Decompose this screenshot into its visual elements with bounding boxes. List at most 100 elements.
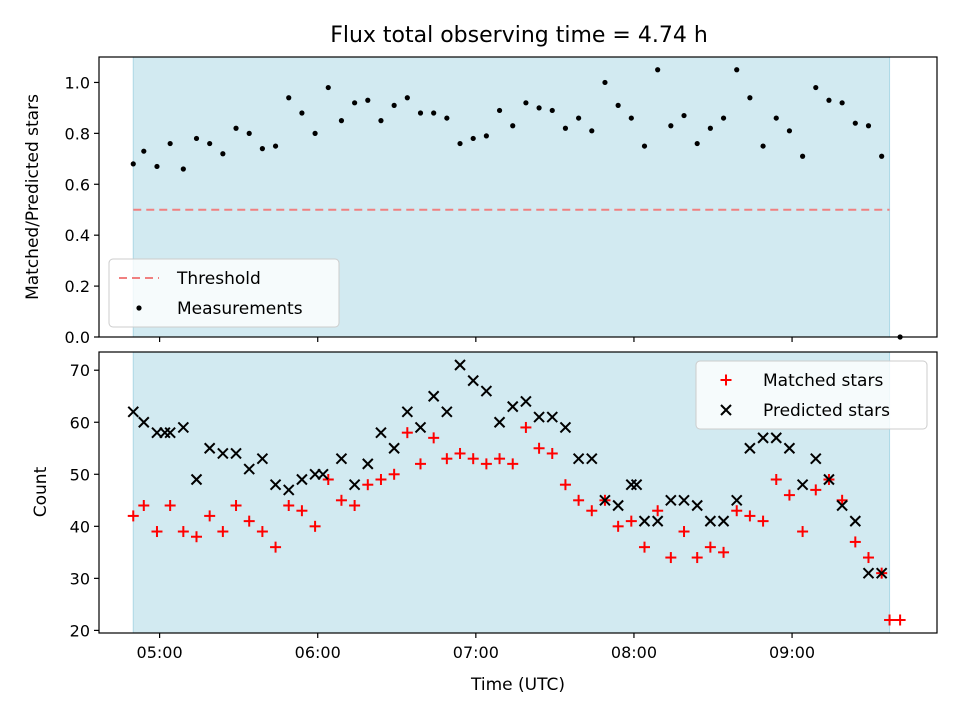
matched-stars-point <box>191 531 203 543</box>
predicted-stars-point <box>823 473 835 486</box>
y-tick-label: 0.8 <box>65 124 90 143</box>
legend-measurements-label: Measurements <box>177 299 303 319</box>
matched-stars-point <box>322 473 334 485</box>
measurement-point <box>734 67 740 73</box>
predicted-stars-point <box>630 478 643 491</box>
matched-stars-point <box>678 526 690 538</box>
y-tick-label: 0.4 <box>65 226 90 245</box>
legend-measurements-swatch <box>136 305 142 311</box>
predicted-stars-point <box>770 432 782 444</box>
predicted-stars-point <box>269 478 282 491</box>
measurement-point <box>483 133 489 139</box>
matched-stars-point <box>573 494 585 506</box>
legend-matched-label: Matched stars <box>763 371 883 391</box>
predicted-stars-point <box>401 406 414 418</box>
predicted-stars-point <box>177 421 190 434</box>
x-tick-label: 05:00 <box>137 643 183 662</box>
measurement-point <box>576 115 582 121</box>
measurement-point <box>233 125 239 131</box>
measurement-point <box>628 115 634 121</box>
matched-stars-point <box>862 552 874 564</box>
measurement-point <box>391 102 397 108</box>
predicted-stars-point <box>862 567 875 579</box>
legend-predicted-label: Predicted stars <box>763 401 890 421</box>
matched-stars-point <box>783 489 795 501</box>
matched-stars-point <box>454 447 466 459</box>
measurement-point <box>286 95 292 101</box>
measurement-point <box>852 120 858 126</box>
predicted-stars-point <box>533 411 545 423</box>
predicted-stars-point <box>599 494 611 507</box>
matched-stars-point <box>283 500 295 512</box>
count-panel: 20 30 40 50 60 70 05:00 06:00 07:00 08:00 09:00 Co… <box>31 351 938 695</box>
predicted-stars-point <box>454 359 466 371</box>
matched-stars-point <box>836 494 848 506</box>
matched-stars-point <box>362 479 374 491</box>
predicted-stars-point <box>849 515 862 527</box>
predicted-stars-point <box>796 478 809 491</box>
measurement-point <box>694 140 700 147</box>
predicted-stars-point <box>427 390 440 402</box>
measurement-point <box>259 146 265 152</box>
matched-stars-point <box>335 494 347 506</box>
y-tick-label: 50 <box>70 465 90 484</box>
measurement-point <box>523 100 529 106</box>
matched-stars-point <box>797 526 809 538</box>
measurement-point <box>246 130 252 136</box>
measurement-point <box>338 118 345 124</box>
measurement-point <box>130 161 136 167</box>
predicted-stars-point <box>744 442 756 454</box>
measurement-point <box>207 140 213 147</box>
measurement-point <box>747 95 753 101</box>
matched-stars-point <box>270 541 282 553</box>
matched-stars-point <box>428 432 440 444</box>
predicted-stars-point <box>348 478 361 491</box>
matched-stars-point <box>164 500 176 512</box>
chart-title: Flux total observing time = 4.74 h <box>330 23 708 48</box>
matched-stars-point <box>884 614 896 626</box>
measurement-point <box>549 107 555 114</box>
x-tick-label: 06:00 <box>295 643 341 662</box>
measurement-point <box>193 135 200 142</box>
measurement-point <box>154 163 160 170</box>
x-tick-label: 08:00 <box>611 643 657 662</box>
matched-stars-point <box>507 458 519 470</box>
measurement-point <box>720 115 727 121</box>
legend-predicted-swatch <box>720 404 732 416</box>
matched-stars-point <box>177 526 189 538</box>
y-tick-label: 60 <box>70 413 90 432</box>
matched-stars-point <box>757 515 769 527</box>
predicted-stars-point <box>467 374 479 387</box>
measurement-point <box>299 110 305 116</box>
predicted-stars-point <box>783 442 796 454</box>
x-tick-label: 07:00 <box>453 643 499 662</box>
predicted-stars-point <box>704 515 717 527</box>
predicted-stars-point <box>665 494 677 507</box>
measurement-point <box>510 123 516 129</box>
measurement-point <box>431 110 437 116</box>
x-axis-label: Time (UTC) <box>470 675 565 695</box>
predicted-stars-point <box>480 385 493 397</box>
predicted-stars-point <box>559 421 572 434</box>
measurement-point <box>457 140 463 147</box>
matched-stars-point <box>467 453 479 465</box>
predicted-stars-point <box>362 458 374 470</box>
measurement-point <box>536 105 542 111</box>
measurement-point <box>444 115 450 121</box>
predicted-stars-point <box>717 515 730 527</box>
y-tick-label: 0.6 <box>65 175 90 194</box>
measurement-point <box>615 102 621 108</box>
predicted-stars-point <box>217 447 229 460</box>
count-y-axis-label: Count <box>31 466 51 517</box>
y-tick-label: 70 <box>70 361 90 380</box>
legend-threshold-label: Threshold <box>176 269 261 289</box>
matched-stars-point <box>388 468 400 480</box>
matched-stars-point <box>441 453 453 465</box>
predicted-stars-point <box>203 442 216 454</box>
measurement-point <box>602 79 608 86</box>
ratio-panel: 0.0 0.2 0.4 0.6 0.8 1.0 Matched/Predicted sta… <box>23 56 938 347</box>
matched-stars-point <box>731 505 743 517</box>
measurement-point <box>681 112 687 119</box>
measurement-point <box>826 97 832 103</box>
